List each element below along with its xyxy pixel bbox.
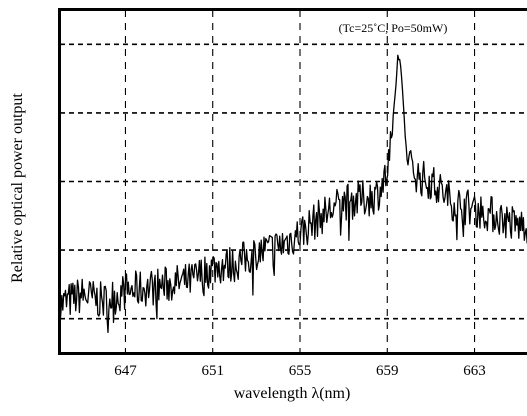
x-tick-label: 663 [463,363,486,379]
y-axis-title: Relative optical power output [9,93,26,283]
x-ticks: 647 651 655 659 663 [114,363,486,379]
x-tick-label: 659 [376,363,399,379]
x-tick-label: 655 [289,363,312,379]
x-tick-label: 647 [114,363,137,379]
spectrum-line [59,54,527,334]
annotation-conditions: (Tc=25˚C, Po=50mW) [339,21,448,35]
x-tick-label: 651 [201,363,224,379]
x-axis-title: wavelength λ(nm) [234,385,351,402]
grid-lines [60,10,527,353]
plot-frame [58,8,527,355]
